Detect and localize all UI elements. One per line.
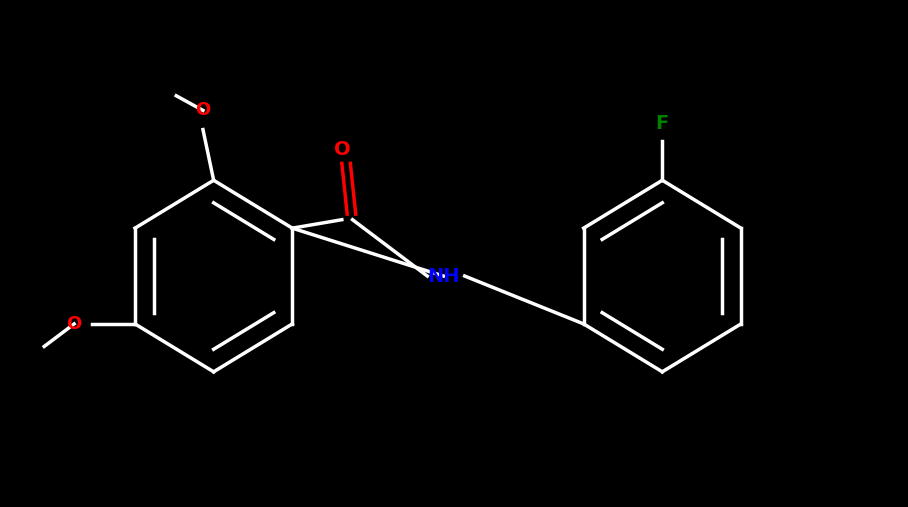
Text: O: O — [66, 315, 82, 333]
Text: F: F — [656, 115, 669, 133]
Text: O: O — [333, 140, 350, 159]
Text: O: O — [195, 101, 211, 120]
Text: NH: NH — [427, 267, 459, 285]
